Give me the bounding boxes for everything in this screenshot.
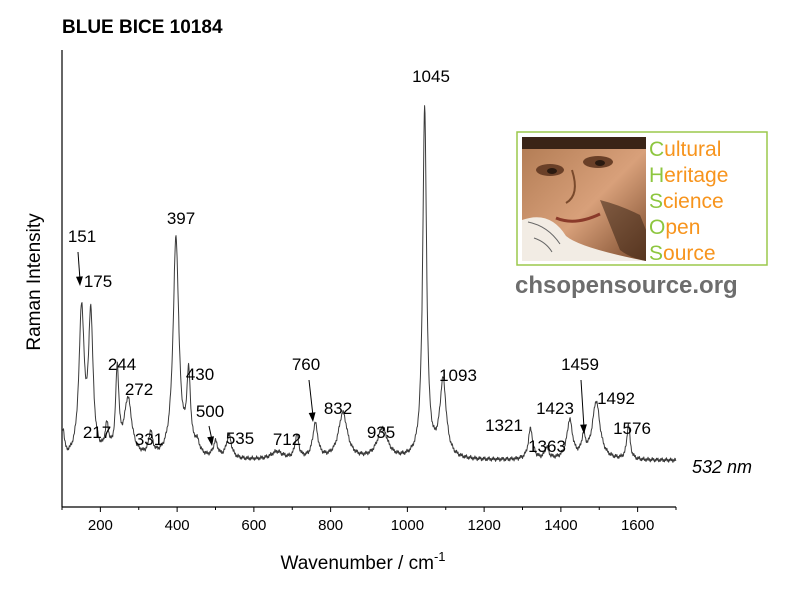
peak-label: 832 [324,399,352,418]
peak-arrow [308,379,316,422]
x-axis-title: Wavenumber / cm-1 [280,549,445,574]
peak-label: 1045 [412,67,450,86]
peak-label: 535 [226,429,254,448]
peak-label: 1459 [561,355,599,374]
logo-text: Cultural Heritage Science Open Source [649,138,728,265]
peak-label: 760 [292,355,320,374]
x-tick-label: 1200 [467,517,500,534]
peak-label: 175 [84,272,112,291]
peak-label: 397 [167,209,195,228]
y-axis-title-group: Raman Intensity [24,213,45,351]
peak-arrow [207,425,214,446]
logo-text-line: Heritage [649,164,728,187]
peak-label: 151 [68,227,96,246]
peak-label: 1321 [485,416,523,435]
chart-title: BLUE BICE 10184 [62,17,223,38]
logo-text-line: Science [649,190,724,213]
peak-arrow [76,251,83,286]
x-tick-label: 400 [165,517,190,534]
portrait-image [522,137,646,261]
x-axis-title-superscript: -1 [434,549,446,564]
logo-url: chsopensource.org [515,272,738,299]
peak-label: 217 [83,423,111,442]
logo-text-line: Source [649,242,716,265]
peak-label: 272 [125,380,153,399]
peak-arrow [580,379,587,434]
peak-label: 1423 [536,399,574,418]
logo-text-line: Cultural [649,138,721,161]
peak-label: 1363 [528,437,566,456]
x-tick-label: 1000 [391,517,424,534]
logo-text-line: Open [649,216,700,239]
x-tick-label: 200 [88,517,113,534]
laser-wavelength-label: 532 nm [692,457,752,477]
x-tick-label: 1400 [544,517,577,534]
peak-label: 1576 [613,419,651,438]
x-tick-label: 800 [318,517,343,534]
peak-label: 244 [108,355,136,374]
x-tick-label: 1600 [621,517,654,534]
peak-label: 935 [367,423,395,442]
chs-logo: Cultural Heritage Science Open Source chsope… [515,131,768,299]
peak-label: 430 [186,365,214,384]
peak-label: 1093 [439,366,477,385]
spectrum-line [62,105,677,463]
x-tick-label: 600 [241,517,266,534]
peak-label: 1492 [597,389,635,408]
x-axis-ticks: 200 400 600 800 1000 1200 1400 1600 [61,507,677,534]
x-axis-title-text: Wavenumber / cm [280,553,433,574]
peak-label: 331 [135,430,163,449]
peak-label: 500 [196,402,224,421]
y-axis-title: Raman Intensity [24,213,45,351]
peak-label: 712 [273,430,301,449]
